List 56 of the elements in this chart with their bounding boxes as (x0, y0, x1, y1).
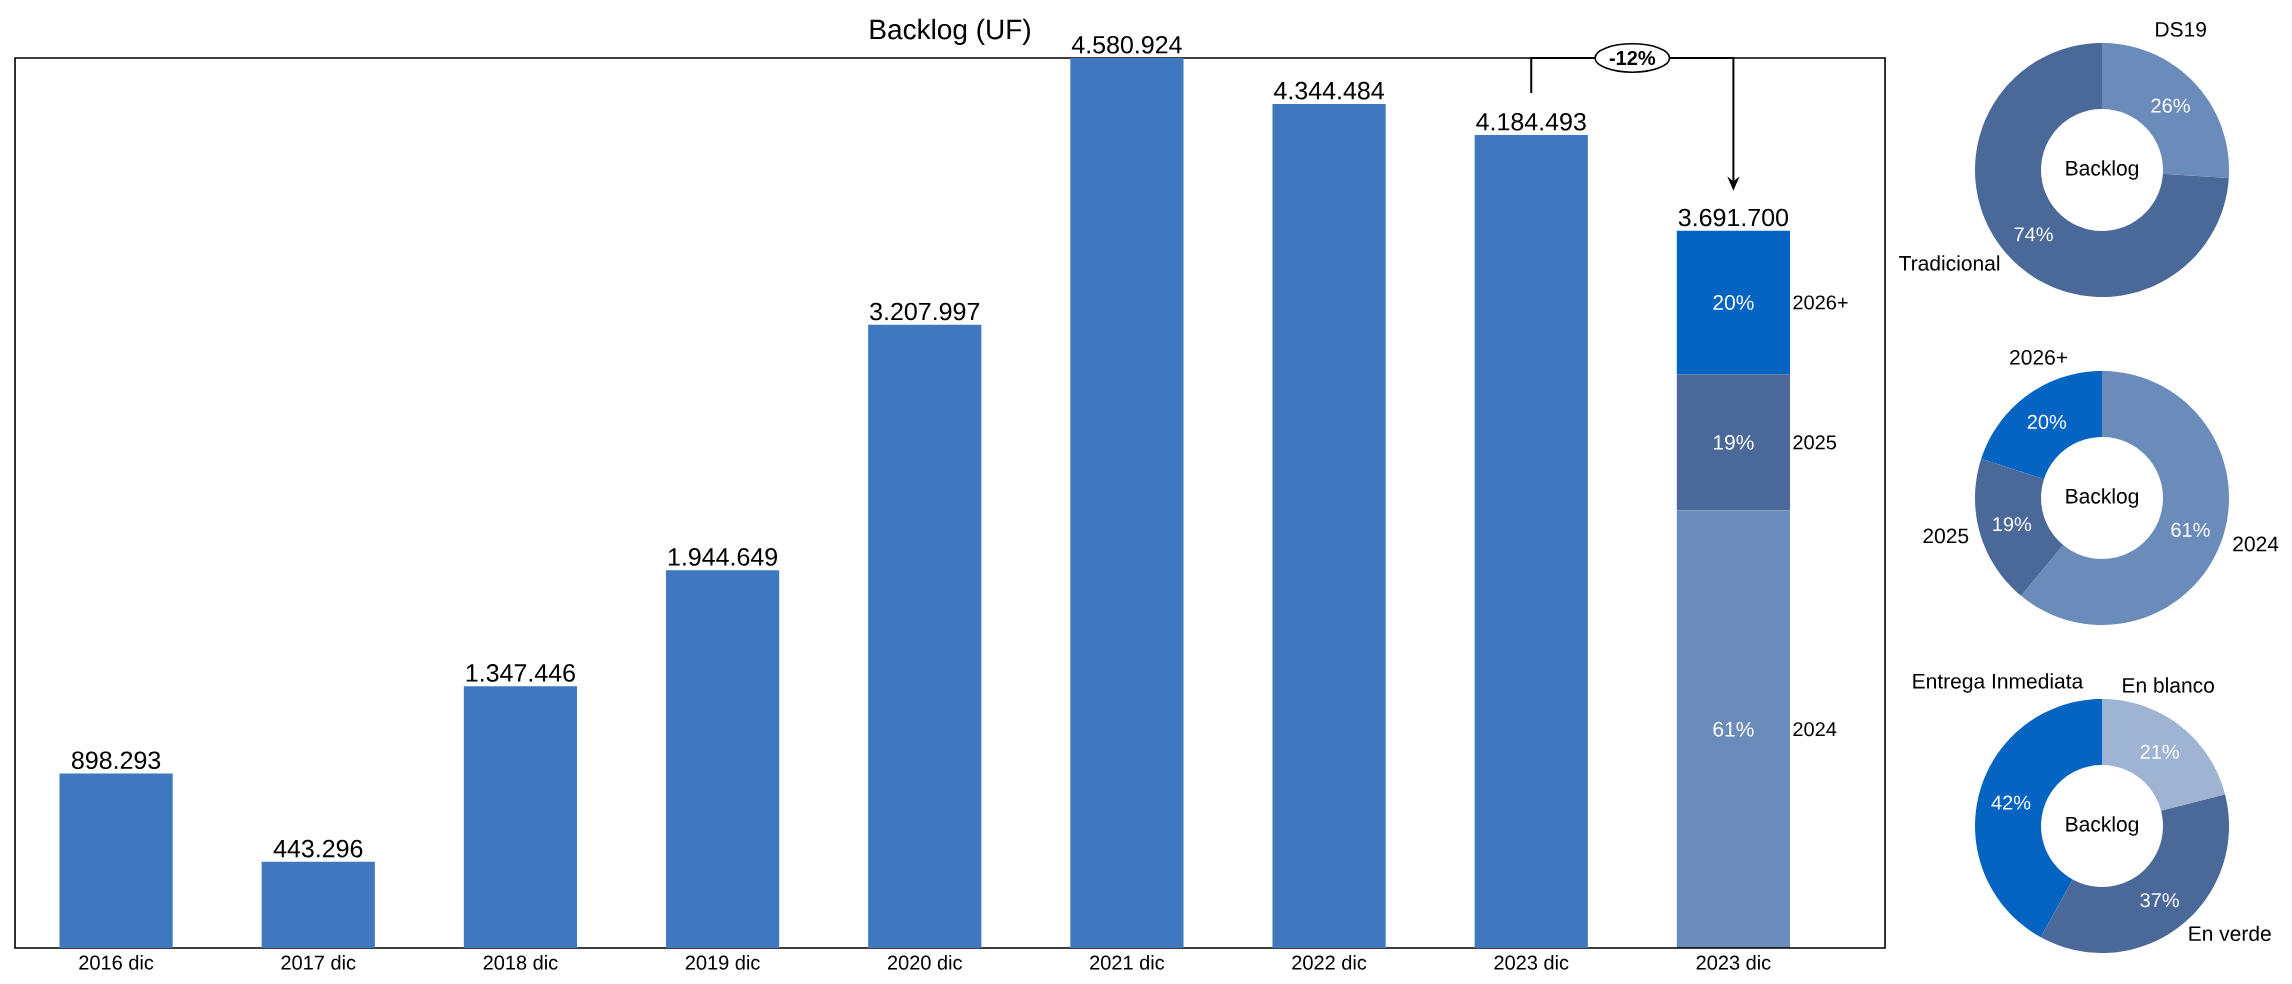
x-tick-label: 2019 dic (685, 955, 760, 970)
annotation: 19% (1713, 434, 1754, 450)
x-tick-label: 2017 dic (281, 955, 356, 970)
data-label: 42% (1991, 795, 2031, 810)
data-label: 26% (2151, 98, 2190, 113)
data-label: 443.296 (273, 839, 363, 858)
slice-label: En verde (2189, 925, 2271, 942)
data-label: 61% (2171, 522, 2210, 537)
data-label: 20% (2027, 414, 2067, 430)
bar (1676, 374, 1791, 511)
data-label: 21% (2140, 744, 2179, 759)
bar (1676, 510, 1791, 948)
slice-label: Tradicional (1899, 255, 2000, 271)
slice-label: Entrega Inmediata (1913, 673, 2084, 693)
bar (1070, 57, 1184, 948)
x-tick-label: 2016 dic (79, 955, 154, 970)
data-label: 74% (2014, 227, 2053, 242)
series-label: 2025 (1793, 435, 1837, 450)
data-label: 898.293 (72, 751, 161, 770)
slice-label: En blanco (2123, 677, 2214, 693)
slice-label: 2025 (1923, 528, 1969, 544)
bar (261, 861, 375, 948)
x-tick-label: 2018 dic (483, 955, 558, 970)
x-tick-label: 2021 dic (1090, 955, 1165, 970)
bar (1272, 103, 1386, 948)
text: Backlog (2066, 816, 2138, 836)
slice-label: DS19 (2156, 21, 2206, 37)
bar (665, 570, 780, 948)
bar (1676, 230, 1791, 375)
data-label: 4.580.924 (1071, 35, 1182, 54)
slice-label: 2024 (2233, 536, 2279, 552)
bar (463, 686, 578, 948)
total-label: 3.691.700 (1678, 208, 1789, 227)
x-tick-label: 2023 dic (1494, 955, 1569, 970)
bar (59, 773, 173, 948)
slice-label: 2026+ (2010, 349, 2068, 365)
x-tick-label: 2020 dic (887, 955, 962, 970)
data-label: 4.184.493 (1476, 112, 1586, 131)
text: Backlog (2066, 160, 2138, 180)
chart-title: Backlog (UF) (870, 18, 1030, 45)
text: Backlog (2066, 488, 2138, 508)
annotation: 61% (1713, 721, 1754, 737)
data-label: 19% (1993, 517, 2032, 532)
series-label: 2026+ (1793, 295, 1848, 310)
x-tick-label: 2023 dic (1696, 955, 1771, 970)
annotation: 20% (1713, 295, 1754, 310)
data-label: 1.944.649 (668, 548, 778, 566)
data-label: 37% (2140, 893, 2179, 908)
series-label: 2024 (1793, 722, 1837, 737)
bar (868, 324, 982, 948)
x-tick-label: 2022 dic (1292, 955, 1367, 970)
bar (1474, 135, 1588, 948)
data-label: 3.207.997 (870, 302, 980, 321)
data-label: 4.344.484 (1274, 81, 1384, 100)
annotation: -12% (1609, 50, 1656, 66)
data-label: 1.347.446 (466, 664, 575, 682)
